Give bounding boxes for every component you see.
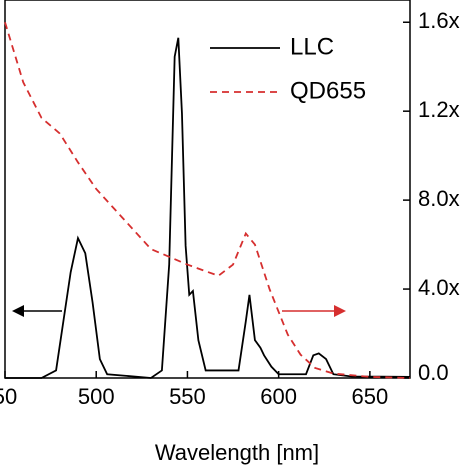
- x-axis-title: Wavelength [nm]: [155, 440, 319, 465]
- legend-label: QD655: [290, 77, 366, 104]
- series-line: [4, 21, 411, 379]
- y2-tick-label: 4.0x: [418, 275, 460, 300]
- x-tick-label: 500: [78, 384, 115, 409]
- legend-label: LLC: [290, 33, 334, 60]
- y2-tick-label: 1.2x: [418, 97, 460, 122]
- left-arrow: [12, 305, 62, 317]
- y2-tick-label: 0.0: [418, 360, 449, 385]
- right-arrow: [282, 305, 346, 317]
- x-tick-label: 600: [260, 384, 297, 409]
- series-line: [5, 37, 411, 379]
- y2-tick-label: 1.6x: [418, 8, 460, 33]
- y2-tick-label: 8.0x: [418, 186, 460, 211]
- x-tick-label: 550: [169, 384, 206, 409]
- plot-frame: [4, 0, 411, 379]
- x-tick-label: 50: [0, 384, 17, 409]
- x-tick-label: 650: [352, 384, 389, 409]
